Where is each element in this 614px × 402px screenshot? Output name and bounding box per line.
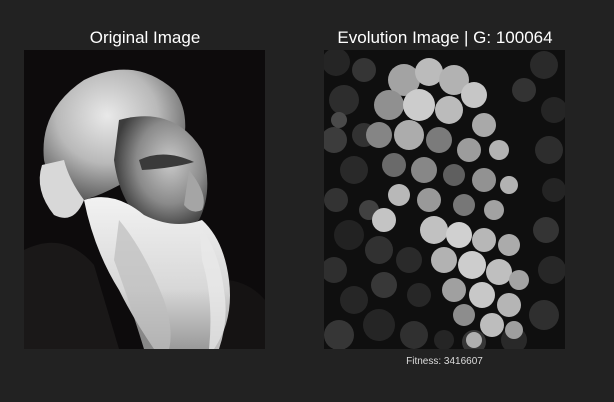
fitness-value: 3416607	[443, 356, 483, 367]
original-portrait-drawing	[24, 50, 265, 349]
original-image-title: Original Image	[89, 28, 201, 47]
evolution-circles-drawing	[324, 50, 565, 349]
evolution-image-title: Evolution Image | G: 100064	[300, 26, 590, 50]
evolution-title-prefix: Evolution Image | G:	[337, 28, 496, 47]
fitness-readout: Fitness: 3416607	[324, 355, 565, 369]
generation-count: 100064	[495, 28, 553, 47]
fitness-label: Fitness:	[406, 356, 444, 367]
evolution-image	[324, 50, 565, 349]
original-image	[24, 50, 265, 349]
